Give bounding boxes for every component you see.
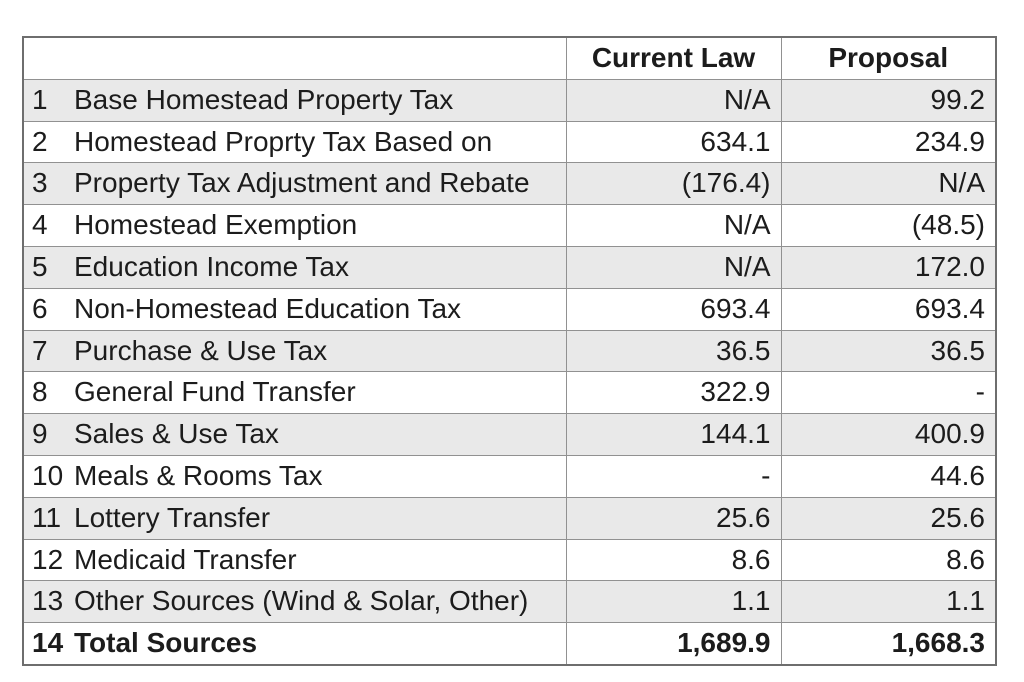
current-law-value: - bbox=[565, 454, 782, 498]
row-label: Homestead Proprty Tax Based on bbox=[74, 125, 493, 157]
row-label: Meals & Rooms Tax bbox=[74, 459, 323, 491]
row-number: 12 bbox=[32, 543, 64, 575]
row-number: 11 bbox=[32, 501, 62, 533]
proposal-value: 1,668.3 bbox=[780, 622, 997, 666]
row-number: 13 bbox=[32, 585, 64, 617]
proposal-value: 172.0 bbox=[780, 245, 997, 289]
current-law-value: 1,689.9 bbox=[565, 622, 782, 666]
current-law-value: 25.6 bbox=[565, 496, 782, 540]
table-row: 6 Non-Homestead Education Tax 693.4 693.4 bbox=[22, 287, 997, 331]
table-row: 13 Other Sources (Wind & Solar, Other) 1.… bbox=[22, 580, 997, 624]
row-label: Property Tax Adjustment and Rebate bbox=[74, 167, 530, 199]
row-number: 8 bbox=[32, 376, 48, 408]
row-label: Homestead Exemption bbox=[74, 209, 358, 241]
revenue-comparison-table: Current Law Proposal 1 Base Homestead Pro… bbox=[22, 36, 997, 666]
table-row: 9 Sales & Use Tax 144.1 400.9 bbox=[22, 413, 997, 456]
column-header-current-law: Current Law bbox=[565, 36, 782, 80]
row-number: 2 bbox=[32, 125, 48, 157]
row-label: Purchase & Use Tax bbox=[74, 334, 328, 366]
current-law-value: N/A bbox=[565, 204, 782, 247]
row-number: 3 bbox=[32, 167, 48, 199]
table-row: 11 Lottery Transfer 25.6 25.6 bbox=[22, 496, 997, 540]
proposal-value: (48.5) bbox=[780, 204, 997, 247]
proposal-value: 234.9 bbox=[780, 120, 997, 164]
row-number: 5 bbox=[32, 250, 48, 282]
row-number: 1 bbox=[32, 83, 48, 115]
current-law-value: N/A bbox=[565, 245, 782, 289]
current-law-value: 8.6 bbox=[565, 538, 782, 582]
column-header-item bbox=[22, 36, 567, 80]
current-law-value: 1.1 bbox=[565, 580, 782, 624]
row-number: 9 bbox=[32, 418, 48, 450]
row-label: Lottery Transfer bbox=[74, 501, 271, 533]
row-label: Non-Homestead Education Tax bbox=[74, 292, 462, 324]
row-label: Sales & Use Tax bbox=[74, 418, 279, 450]
table-row: 3 Property Tax Adjustment and Rebate (176… bbox=[22, 162, 997, 206]
table-row: 7 Purchase & Use Tax 36.5 36.5 bbox=[22, 329, 997, 373]
table-header-row: Current Law Proposal bbox=[22, 36, 997, 80]
current-law-value: 36.5 bbox=[565, 329, 782, 373]
proposal-value: N/A bbox=[780, 162, 997, 206]
current-law-value: N/A bbox=[565, 78, 782, 122]
proposal-value: 8.6 bbox=[780, 538, 997, 582]
row-label: Education Income Tax bbox=[74, 250, 349, 282]
row-number: 6 bbox=[32, 292, 48, 324]
current-law-value: 322.9 bbox=[565, 371, 782, 415]
current-law-value: (176.4) bbox=[565, 162, 782, 206]
proposal-value: 44.6 bbox=[780, 454, 997, 498]
proposal-value: - bbox=[780, 371, 997, 415]
table-row: 1 Base Homestead Property Tax N/A 99.2 bbox=[22, 78, 997, 122]
proposal-value: 25.6 bbox=[780, 496, 997, 540]
row-number: 10 bbox=[32, 459, 64, 491]
row-label: Other Sources (Wind & Solar, Other) bbox=[74, 585, 529, 617]
proposal-value: 36.5 bbox=[780, 329, 997, 373]
table-row-total: 14 Total Sources 1,689.9 1,668.3 bbox=[22, 622, 997, 666]
row-label: Medicaid Transfer bbox=[74, 543, 297, 575]
proposal-value: 693.4 bbox=[780, 287, 997, 331]
proposal-value: 99.2 bbox=[780, 78, 997, 122]
table-row: 5 Education Income Tax N/A 172.0 bbox=[22, 245, 997, 289]
current-law-value: 693.4 bbox=[565, 287, 782, 331]
column-header-proposal: Proposal bbox=[780, 36, 997, 80]
table-row: 12 Medicaid Transfer 8.6 8.6 bbox=[22, 538, 997, 582]
row-label: Base Homestead Property Tax bbox=[74, 83, 454, 115]
table-row: 4 Homestead Exemption N/A (48.5) bbox=[22, 204, 997, 247]
table-row: 2 Homestead Proprty Tax Based on 634.1 23… bbox=[22, 120, 997, 164]
proposal-value: 400.9 bbox=[780, 413, 997, 456]
current-law-value: 144.1 bbox=[565, 413, 782, 456]
proposal-value: 1.1 bbox=[780, 580, 997, 624]
row-number: 7 bbox=[32, 334, 48, 366]
row-label: Total Sources bbox=[74, 627, 258, 659]
current-law-value: 634.1 bbox=[565, 120, 782, 164]
table-row: 8 General Fund Transfer 322.9 - bbox=[22, 371, 997, 415]
row-number: 14 bbox=[32, 627, 64, 659]
table-row: 10 Meals & Rooms Tax - 44.6 bbox=[22, 454, 997, 498]
row-label: General Fund Transfer bbox=[74, 376, 356, 408]
row-number: 4 bbox=[32, 209, 48, 241]
